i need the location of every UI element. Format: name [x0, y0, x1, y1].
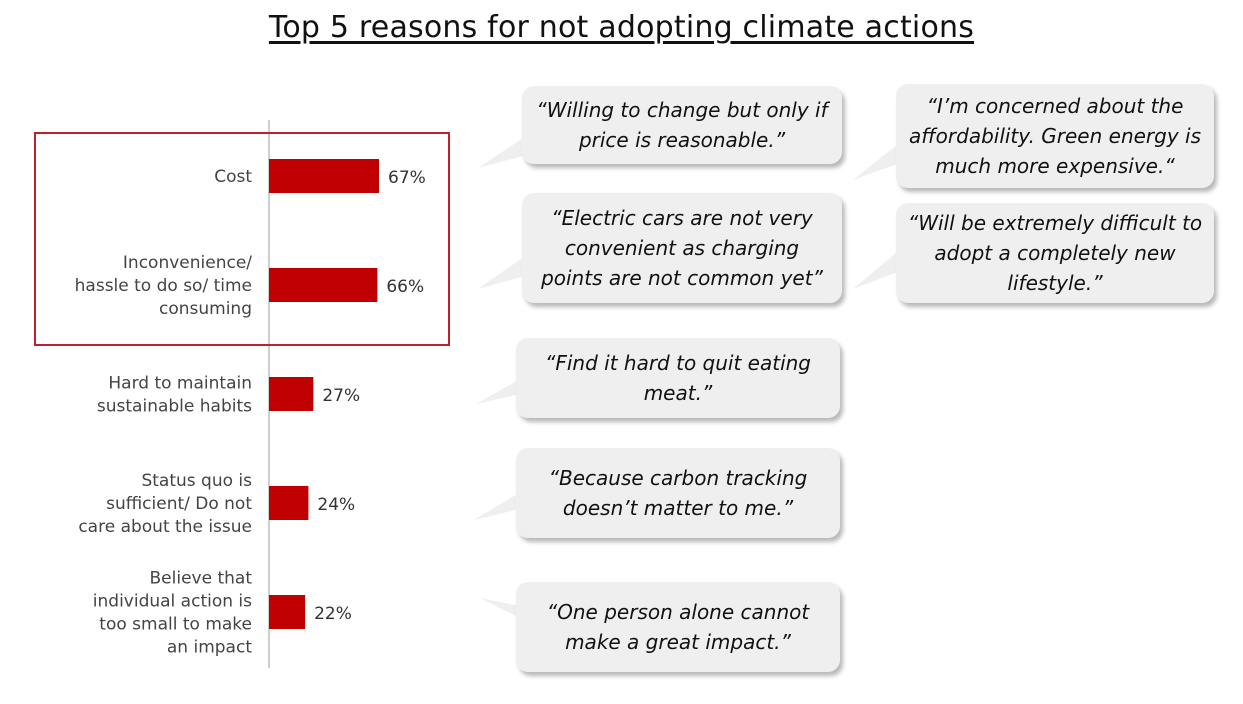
- value-label-4: 24%: [317, 495, 355, 515]
- quote-bubble-affordability: “I’m concerned about the affordability. …: [896, 84, 1214, 188]
- category-label-4-line-2: sufficient/ Do not: [106, 494, 252, 514]
- quote-text-price: “Willing to change but only if price is …: [536, 98, 828, 152]
- category-label-5-line-1: Believe that: [150, 569, 253, 589]
- category-label-4-line-3: care about the issue: [78, 517, 252, 537]
- quote-text-impact: “One person alone cannot make a great im…: [546, 600, 810, 654]
- bar-5: [269, 595, 306, 629]
- category-label-5-line-3: too small to make: [99, 615, 252, 635]
- quote-bubble-impact: “One person alone cannot make a great im…: [516, 582, 840, 672]
- quote-text-carbon: “Because carbon tracking doesn’t matter …: [548, 466, 808, 520]
- category-label-3-line-1: Hard to maintain: [108, 374, 252, 394]
- category-label-5-line-4: an impact: [167, 638, 252, 658]
- highlight-box: [34, 132, 450, 346]
- chart-title: Top 5 reasons for not adopting climate a…: [268, 10, 975, 45]
- category-label-2-line-1: Inconvenience/: [123, 253, 252, 273]
- bar-4: [269, 486, 309, 520]
- quote-bubble-carbon: “Because carbon tracking doesn’t matter …: [516, 448, 840, 538]
- bar-3: [269, 377, 314, 411]
- bar-1: [269, 159, 379, 193]
- quote-text-electric-cars: “Electric cars are not very convenient a…: [541, 206, 823, 290]
- quote-text-lifestyle: “Will be extremely difficult to adopt a …: [907, 211, 1203, 295]
- category-label-3-line-2: sustainable habits: [97, 397, 252, 417]
- quote-bubble-lifestyle: “Will be extremely difficult to adopt a …: [896, 203, 1214, 303]
- value-label-2: 66%: [386, 277, 424, 297]
- bar-chart: 67% Cost 66% Inconvenience/hassle to do so/…: [34, 120, 450, 668]
- quote-bubble-meat: “Find it hard to quit eating meat.”: [516, 338, 840, 418]
- category-label-2-line-3: consuming: [159, 299, 252, 319]
- quote-bubble-electric-cars: “Electric cars are not very convenient a…: [522, 193, 842, 303]
- bar-2: [269, 268, 378, 302]
- category-label-2-line-2: hassle to do so/ time: [75, 276, 252, 296]
- value-label-1: 67%: [388, 168, 426, 188]
- quote-text-affordability: “I’m concerned about the affordability. …: [908, 94, 1202, 178]
- category-label-4-line-1: Status quo is: [141, 471, 252, 491]
- category-label-1-line-1: Cost: [214, 167, 252, 187]
- quote-text-meat: “Find it hard to quit eating meat.”: [544, 351, 811, 405]
- quote-bubble-price: “Willing to change but only if price is …: [522, 86, 842, 164]
- category-label-5-line-2: individual action is: [93, 592, 252, 612]
- value-label-3: 27%: [322, 386, 360, 406]
- value-label-5: 22%: [314, 604, 352, 624]
